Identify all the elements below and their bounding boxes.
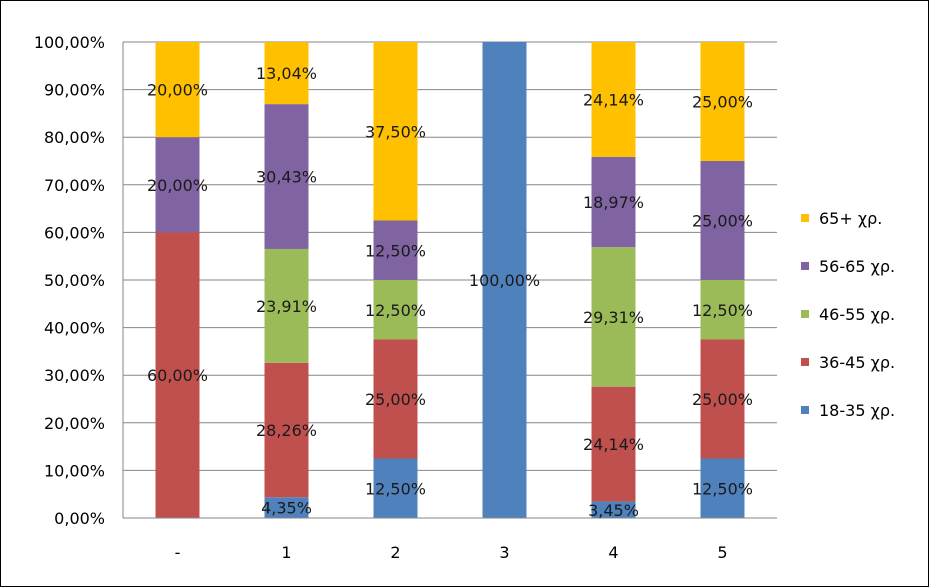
x-tick-label: 4 xyxy=(608,543,618,562)
data-label: 24,14% xyxy=(583,435,644,454)
bar-segment xyxy=(373,339,418,459)
y-tick-label: 100,00% xyxy=(34,33,105,52)
bar-segment xyxy=(264,42,309,105)
bar-segment xyxy=(373,220,418,280)
y-tick-label: 90,00% xyxy=(44,81,105,100)
legend-swatch xyxy=(801,214,809,222)
bar-segment xyxy=(264,497,309,518)
data-label: 12,50% xyxy=(365,479,426,498)
legend-swatch xyxy=(801,262,809,270)
y-tick-label: 30,00% xyxy=(44,366,105,385)
bar-segment xyxy=(591,247,636,387)
bars xyxy=(155,41,745,518)
bar-segment xyxy=(591,501,636,518)
bar-segment xyxy=(264,362,309,498)
data-labels: 60,00% 20,00% 20,00% 4,35% 28,26% 23,91% 30,43… xyxy=(147,64,753,520)
data-label: 100,00% xyxy=(469,271,540,290)
y-tick-label: 0,00% xyxy=(54,509,105,528)
data-label: 25,00% xyxy=(365,390,426,409)
bar-segment xyxy=(373,458,418,518)
data-label: 25,00% xyxy=(692,390,753,409)
legend-label: 36-45 χρ. xyxy=(819,353,895,372)
bar-segment xyxy=(482,42,527,518)
bar-segment xyxy=(700,458,745,518)
bar-segment xyxy=(155,42,200,138)
bar-segment xyxy=(155,137,200,233)
data-label: 3,45% xyxy=(588,501,639,520)
data-label: 30,43% xyxy=(256,168,317,187)
y-tick-label: 60,00% xyxy=(44,223,105,242)
data-label: 12,50% xyxy=(692,301,753,320)
data-label: 4,35% xyxy=(261,499,312,518)
legend-swatch xyxy=(801,406,809,414)
bar-segment xyxy=(155,232,200,518)
data-label: 29,31% xyxy=(583,308,644,327)
data-label: 24,14% xyxy=(583,90,644,109)
bar-segment xyxy=(591,41,636,157)
bar-segment xyxy=(700,339,745,459)
legend-label: 65+ χρ. xyxy=(819,209,882,228)
y-tick-label: 20,00% xyxy=(44,414,105,433)
y-tick-label: 70,00% xyxy=(44,176,105,195)
legend: 65+ χρ. 56-65 χρ. 46-55 χρ. 36-45 χρ. 18-35 … xyxy=(801,209,895,420)
gridlines xyxy=(123,41,777,519)
data-label: 37,50% xyxy=(365,122,426,141)
bar-segment xyxy=(591,156,636,248)
x-tick-label: 2 xyxy=(390,543,400,562)
legend-label: 56-65 χρ. xyxy=(819,257,895,276)
bar-segment xyxy=(373,42,418,221)
bar-segment xyxy=(591,386,636,502)
data-label: 20,00% xyxy=(147,81,208,100)
bar-segment xyxy=(700,161,745,280)
x-tick-label: 5 xyxy=(717,543,727,562)
data-label: 60,00% xyxy=(147,366,208,385)
data-label: 12,50% xyxy=(692,479,753,498)
legend-label: 18-35 χρ. xyxy=(819,401,895,420)
data-label: 13,04% xyxy=(256,64,317,83)
data-label: 25,00% xyxy=(692,93,753,112)
data-label: 12,50% xyxy=(365,241,426,260)
y-tick-label: 50,00% xyxy=(44,271,105,290)
axes: 0,00% 10,00% 20,00% 30,00% 40,00% 50,00% 60,00… xyxy=(34,33,777,562)
y-tick-label: 80,00% xyxy=(44,128,105,147)
bar-segment xyxy=(700,42,745,161)
x-tick-label: 3 xyxy=(499,543,509,562)
y-tick-label: 40,00% xyxy=(44,319,105,338)
data-label: 18,97% xyxy=(583,193,644,212)
data-label: 20,00% xyxy=(147,176,208,195)
legend-swatch xyxy=(801,358,809,366)
data-label: 25,00% xyxy=(692,212,753,231)
bar-segment xyxy=(264,248,309,363)
data-label: 12,50% xyxy=(365,301,426,320)
x-tick-label: 1 xyxy=(281,543,291,562)
bar-segment xyxy=(373,280,418,340)
bar-segment xyxy=(264,104,309,249)
bar-segment xyxy=(700,280,745,340)
y-tick-label: 10,00% xyxy=(44,461,105,480)
legend-label: 46-55 χρ. xyxy=(819,305,895,324)
data-label: 28,26% xyxy=(256,421,317,440)
data-label: 23,91% xyxy=(256,297,317,316)
legend-swatch xyxy=(801,310,809,318)
x-tick-label: - xyxy=(175,543,181,562)
